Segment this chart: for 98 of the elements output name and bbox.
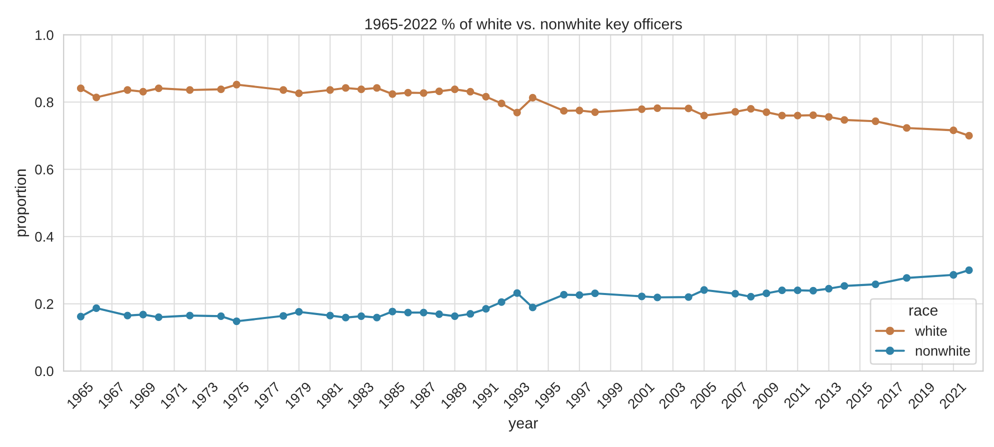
y-tick-label: 0.6: [35, 164, 54, 174]
point: [872, 280, 880, 288]
point: [373, 84, 381, 92]
point: [124, 86, 132, 94]
point: [139, 88, 147, 96]
point: [654, 104, 662, 112]
point: [357, 312, 366, 320]
point: [576, 106, 584, 114]
point: [295, 90, 303, 98]
point: [591, 290, 599, 298]
point: [388, 308, 396, 316]
point: [747, 292, 755, 301]
point: [638, 105, 646, 113]
point: [513, 108, 521, 116]
point: [778, 286, 786, 294]
point: [513, 289, 521, 297]
y-tick-label: 0.8: [35, 97, 54, 108]
y-axis-title: proportion: [14, 170, 30, 236]
point: [965, 266, 973, 274]
point: [809, 111, 818, 120]
point: [217, 86, 225, 94]
point: [388, 90, 396, 98]
point: [747, 104, 755, 113]
point: [762, 108, 770, 116]
point: [280, 86, 288, 94]
point: [498, 100, 506, 108]
point: [482, 305, 490, 313]
point: [326, 312, 334, 320]
point: [840, 116, 848, 124]
point: [342, 84, 350, 92]
point: [560, 290, 568, 299]
point: [840, 282, 848, 290]
point: [950, 126, 958, 134]
point: [92, 94, 100, 102]
point: [638, 292, 646, 300]
legend-label: nonwhite: [916, 346, 970, 356]
point: [435, 310, 444, 318]
point: [902, 274, 911, 282]
point: [576, 291, 584, 299]
point: [872, 117, 880, 126]
point: [560, 107, 568, 115]
point: [762, 290, 770, 298]
point: [373, 314, 381, 322]
point: [295, 308, 303, 316]
point: [824, 284, 833, 292]
point: [420, 89, 428, 97]
point: [76, 84, 85, 92]
point: [326, 86, 334, 94]
point: [824, 113, 833, 121]
point: [731, 108, 740, 116]
point: [232, 317, 240, 326]
point: [809, 286, 818, 294]
point: [450, 86, 459, 94]
point: [92, 304, 100, 312]
y-tick-label: 0.4: [35, 232, 54, 242]
point: [591, 108, 599, 116]
point: [700, 112, 708, 120]
point: [186, 312, 194, 320]
point: [654, 294, 662, 302]
point: [794, 286, 802, 294]
point: [124, 312, 132, 320]
point: [965, 132, 973, 140]
point: [280, 312, 288, 320]
point: [498, 298, 506, 306]
point: [794, 112, 802, 120]
point: [420, 308, 428, 316]
point: [404, 308, 412, 316]
y-tick-label: 0.2: [35, 299, 54, 309]
y-tick-label: 0.0: [35, 366, 54, 376]
x-axis-title: year: [508, 420, 538, 432]
point: [154, 313, 162, 322]
point: [232, 80, 240, 88]
point: [154, 84, 162, 92]
legend-label: white: [914, 326, 947, 336]
point: [950, 271, 958, 279]
legend-title: race: [909, 307, 938, 316]
point: [435, 88, 444, 96]
y-tick-label: 1.0: [36, 30, 54, 40]
point: [778, 112, 786, 120]
point: [528, 304, 537, 312]
point: [139, 310, 147, 318]
point: [404, 88, 412, 97]
point: [76, 312, 85, 320]
point: [731, 290, 740, 298]
point: [450, 312, 459, 320]
point: [528, 94, 537, 102]
point: [902, 124, 911, 132]
point: [700, 286, 708, 294]
point: [684, 293, 692, 301]
point: [482, 92, 490, 101]
point: [186, 86, 194, 94]
point: [342, 314, 350, 322]
point: [466, 88, 474, 96]
point: [684, 104, 692, 112]
point: [466, 310, 474, 318]
point: [357, 86, 366, 94]
chart-title: 1965-2022 % of white vs. nonwhite key officers: [365, 18, 682, 32]
point: [217, 312, 225, 320]
